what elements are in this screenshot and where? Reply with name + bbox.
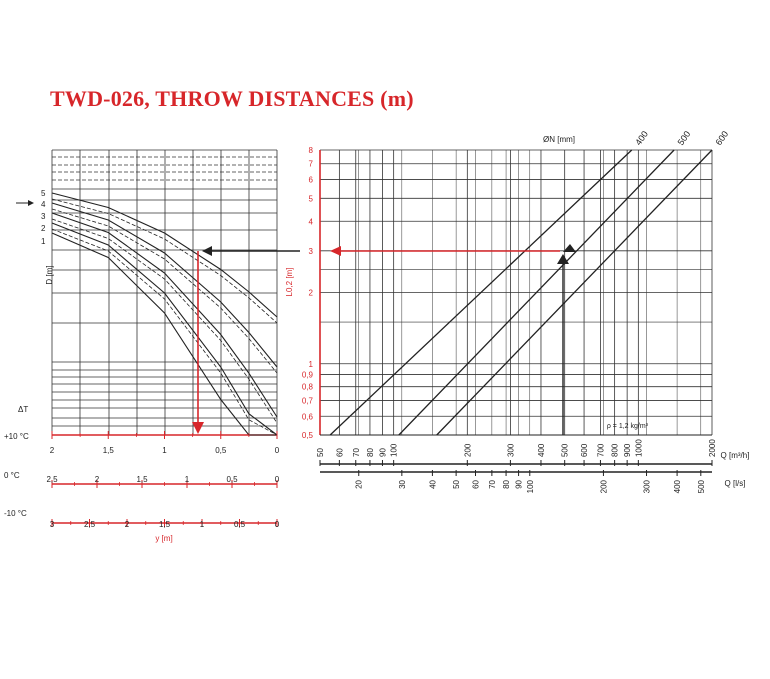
- q-ls-label-9: 200: [599, 479, 608, 493]
- left-curve-3: [51, 212, 278, 418]
- q-m3h-label-3: 80: [366, 448, 375, 457]
- scale-2-ticklabel-4: 1: [200, 520, 205, 529]
- left-curve-5: [51, 232, 277, 436]
- q-m3h-label-13: 900: [623, 443, 632, 457]
- scale-label-1: 0 °C: [4, 471, 20, 480]
- right-ytick-0: 0,5: [302, 431, 314, 440]
- scale-1-ticklabel-1: 2: [95, 475, 100, 484]
- left-red-guide-arrow: [192, 422, 204, 434]
- q-ls-label-10: 300: [643, 479, 652, 493]
- q-ls-label-7: 90: [515, 479, 524, 488]
- right-ytick-12: 8: [309, 146, 314, 155]
- scale-0-ticklabel-3: 0,5: [215, 446, 227, 455]
- right-ytick-9: 5: [309, 194, 314, 203]
- q-m3h-label-2: 70: [352, 448, 361, 457]
- right-ytick-7: 3: [309, 247, 314, 256]
- diameter-label-600: 600: [713, 129, 730, 147]
- right-ytick-4: 0,9: [302, 371, 314, 380]
- left-ylabel: D [m]: [45, 265, 54, 284]
- d-label-4: 4: [41, 200, 46, 209]
- q-ls-label-8: 100: [526, 479, 535, 493]
- right-ytick-11: 7: [309, 160, 314, 169]
- q-ls-label-4: 60: [471, 479, 480, 488]
- scale-1-ticklabel-3: 1: [185, 475, 190, 484]
- scale-label-2: -10 °C: [4, 509, 27, 518]
- left-curve-dashed-4: [51, 228, 278, 436]
- q-m3h-label-5: 100: [390, 443, 399, 457]
- scale-2-ticklabel-6: 0: [275, 520, 280, 529]
- q-m3h-label-14: 1000: [634, 439, 643, 457]
- right-intersection-arrow: [563, 244, 576, 252]
- scale-2-ticklabel-3: 1,5: [159, 520, 171, 529]
- d-label-2: 2: [41, 224, 46, 233]
- delta-t-label: ΔT: [18, 405, 28, 414]
- q-ls-label-1: 30: [398, 479, 407, 488]
- right-ytick-2: 0,7: [302, 396, 314, 405]
- q-m3h-label-9: 500: [561, 443, 570, 457]
- scale-0-ticklabel-2: 1: [162, 446, 167, 455]
- q-m3h-label-15: 2000: [708, 439, 717, 457]
- diameter-line-600: [436, 149, 713, 436]
- scale-label-0: +10 °C: [4, 432, 29, 441]
- q-m3h-label-8: 400: [537, 443, 546, 457]
- d-label-5: 5: [41, 189, 46, 198]
- right-black-guide-arrow: [557, 254, 569, 264]
- right-ylabel: L0,2 [m]: [285, 268, 294, 297]
- left-curve-2: [51, 202, 278, 368]
- right-ytick-5: 1: [309, 360, 314, 369]
- right-red-guide-arrow: [330, 246, 341, 256]
- right-ytick-10: 6: [309, 176, 314, 185]
- scale-1-ticklabel-2: 1,5: [136, 475, 148, 484]
- q-ls-label-0: 20: [355, 479, 364, 488]
- q-m3h-label-0: 50: [316, 448, 325, 457]
- density-annotation: ρ = 1,2 kg/m³: [607, 423, 649, 430]
- q-ls-title: Q [l/s]: [725, 479, 746, 488]
- scale-2-ticklabel-0: 3: [50, 520, 55, 529]
- d-pointer-arrow: [28, 200, 34, 206]
- scale-1-ticklabel-5: 0: [275, 475, 280, 484]
- chart-title: TWD-026, THROW DISTANCES (m): [50, 86, 414, 111]
- diameter-legend-title: ØN [mm]: [543, 135, 575, 144]
- scale-1-ticklabel-4: 0,5: [226, 475, 238, 484]
- q-m3h-label-11: 700: [596, 443, 605, 457]
- q-m3h-label-12: 800: [611, 443, 620, 457]
- scale-2-ticklabel-1: 2,5: [84, 520, 96, 529]
- q-ls-label-5: 70: [488, 479, 497, 488]
- left-curve-1: [51, 192, 278, 318]
- q-m3h-label-4: 90: [378, 448, 387, 457]
- left-curve-4: [51, 222, 278, 436]
- scale-0-ticklabel-1: 1,5: [103, 446, 115, 455]
- right-ytick-6: 2: [309, 289, 314, 298]
- scale-0-ticklabel-4: 0: [275, 446, 280, 455]
- right-ytick-3: 0,8: [302, 383, 314, 392]
- scale-2-ticklabel-5: 0,5: [234, 520, 246, 529]
- scale-0-ticklabel-0: 2: [50, 446, 55, 455]
- left-curve-dashed-1: [51, 198, 278, 324]
- q-ls-label-3: 50: [452, 479, 461, 488]
- q-m3h-label-6: 200: [463, 443, 472, 457]
- q-ls-label-2: 40: [428, 479, 437, 488]
- q-ls-label-12: 500: [697, 479, 706, 493]
- left-black-guide-arrow: [202, 246, 212, 256]
- left-curve-dashed-3: [51, 218, 278, 424]
- diameter-line-400: [329, 149, 633, 436]
- q-m3h-title: Q [m³/h]: [721, 451, 750, 460]
- q-m3h-label-1: 60: [335, 448, 344, 457]
- right-ytick-8: 4: [309, 217, 314, 226]
- d-label-3: 3: [41, 212, 46, 221]
- scale-2-ticklabel-2: 2: [125, 520, 130, 529]
- diameter-label-400: 400: [633, 129, 650, 147]
- left-curve-dashed-2: [51, 208, 278, 374]
- d-label-1: 1: [41, 237, 46, 246]
- q-m3h-label-7: 300: [506, 443, 515, 457]
- q-ls-label-6: 80: [502, 479, 511, 488]
- left-xlabel: y [m]: [155, 534, 172, 543]
- scale-1-ticklabel-0: 2,5: [46, 475, 58, 484]
- q-m3h-label-10: 600: [580, 443, 589, 457]
- diameter-line-500: [398, 149, 675, 436]
- diameter-label-500: 500: [676, 129, 693, 147]
- q-ls-label-11: 400: [673, 479, 682, 493]
- right-ytick-1: 0,6: [302, 412, 314, 421]
